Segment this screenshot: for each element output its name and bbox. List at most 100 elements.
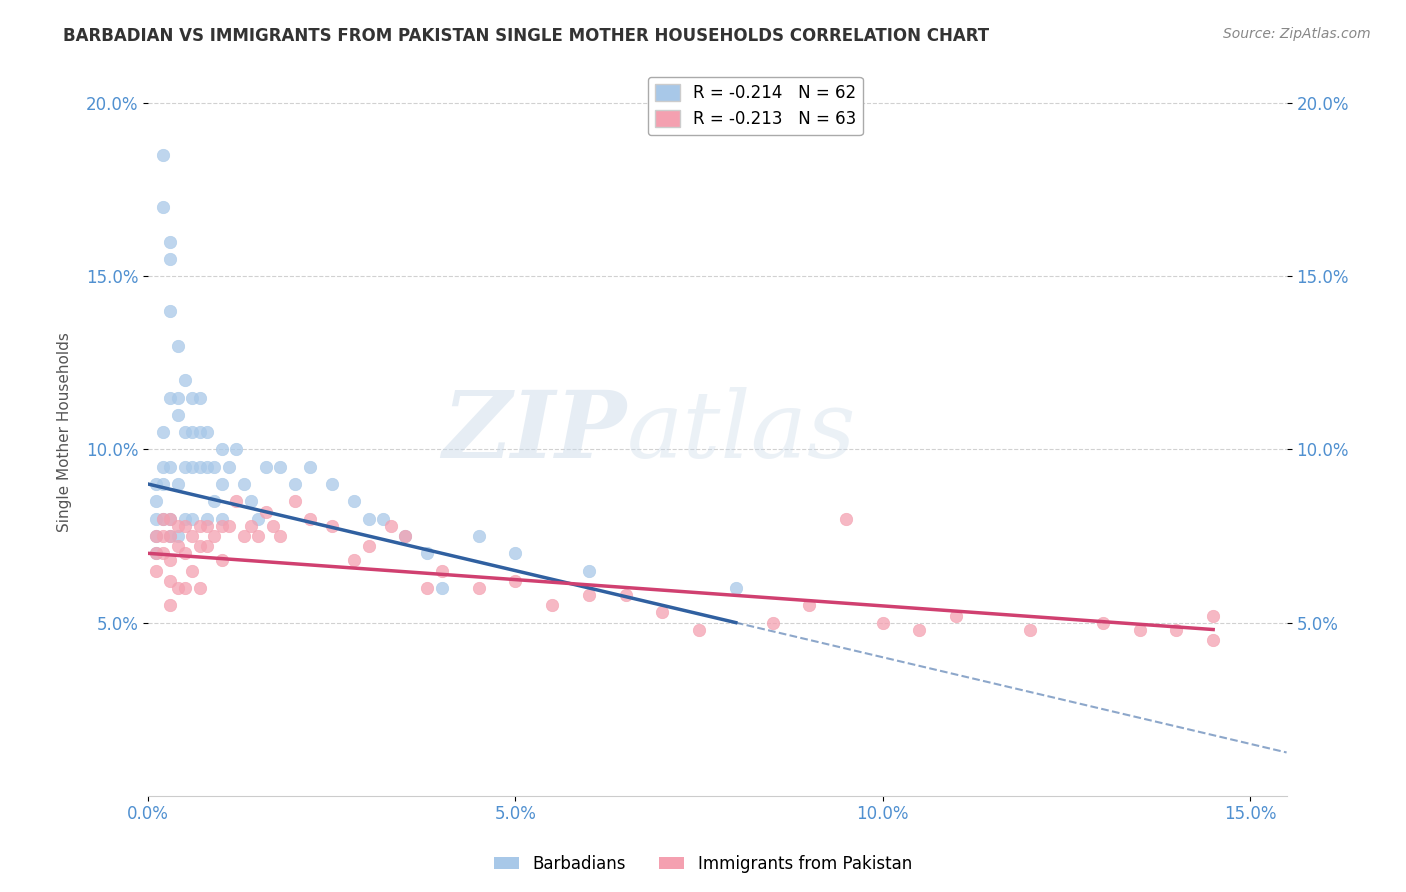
Point xyxy=(430,581,453,595)
Point xyxy=(232,477,254,491)
Point xyxy=(145,529,167,543)
Point xyxy=(188,581,211,595)
Text: atlas: atlas xyxy=(627,387,856,477)
Point xyxy=(394,529,416,543)
Point xyxy=(195,512,218,526)
Point xyxy=(908,623,931,637)
Point xyxy=(181,391,204,405)
Point xyxy=(166,529,188,543)
Point xyxy=(174,546,197,560)
Point xyxy=(195,425,218,439)
Point xyxy=(225,442,247,457)
Point xyxy=(225,494,247,508)
Point xyxy=(284,477,307,491)
Point xyxy=(1129,623,1152,637)
Point xyxy=(159,304,181,318)
Point xyxy=(152,512,174,526)
Point xyxy=(159,529,181,543)
Point xyxy=(152,477,174,491)
Point xyxy=(269,529,291,543)
Point xyxy=(380,518,402,533)
Point xyxy=(373,512,395,526)
Point xyxy=(343,494,366,508)
Point xyxy=(152,425,174,439)
Point xyxy=(416,581,439,595)
Point xyxy=(152,200,174,214)
Point xyxy=(343,553,366,567)
Point xyxy=(159,235,181,249)
Point xyxy=(159,512,181,526)
Point xyxy=(159,391,181,405)
Point xyxy=(298,459,321,474)
Point xyxy=(1018,623,1040,637)
Point xyxy=(394,529,416,543)
Point xyxy=(145,546,167,560)
Point xyxy=(145,546,167,560)
Point xyxy=(188,391,211,405)
Point xyxy=(211,512,233,526)
Point xyxy=(247,512,270,526)
Y-axis label: Single Mother Households: Single Mother Households xyxy=(58,332,72,532)
Point xyxy=(159,553,181,567)
Point xyxy=(166,540,188,554)
Point xyxy=(202,494,225,508)
Point xyxy=(211,477,233,491)
Point xyxy=(211,518,233,533)
Point xyxy=(357,540,380,554)
Point xyxy=(159,574,181,588)
Point xyxy=(166,338,188,352)
Point xyxy=(152,546,174,560)
Point xyxy=(357,512,380,526)
Point xyxy=(298,512,321,526)
Point xyxy=(166,391,188,405)
Point xyxy=(145,529,167,543)
Point xyxy=(468,529,491,543)
Point xyxy=(152,512,174,526)
Point xyxy=(284,494,307,508)
Point xyxy=(181,564,204,578)
Point xyxy=(247,529,270,543)
Point xyxy=(262,518,284,533)
Point xyxy=(174,373,197,387)
Point xyxy=(166,581,188,595)
Point xyxy=(159,529,181,543)
Point xyxy=(174,512,197,526)
Point xyxy=(1202,608,1225,623)
Point xyxy=(578,564,600,578)
Point xyxy=(240,518,263,533)
Point xyxy=(724,581,747,595)
Point xyxy=(505,546,527,560)
Point xyxy=(202,529,225,543)
Point xyxy=(195,459,218,474)
Text: BARBADIAN VS IMMIGRANTS FROM PAKISTAN SINGLE MOTHER HOUSEHOLDS CORRELATION CHART: BARBADIAN VS IMMIGRANTS FROM PAKISTAN SI… xyxy=(63,27,990,45)
Point xyxy=(152,459,174,474)
Point xyxy=(181,459,204,474)
Point xyxy=(174,518,197,533)
Point xyxy=(232,529,254,543)
Point xyxy=(202,459,225,474)
Point xyxy=(651,605,673,619)
Point xyxy=(688,623,710,637)
Point xyxy=(181,512,204,526)
Point xyxy=(321,477,343,491)
Point xyxy=(240,494,263,508)
Point xyxy=(872,615,894,630)
Point xyxy=(799,599,821,613)
Point xyxy=(218,459,240,474)
Point xyxy=(159,459,181,474)
Point xyxy=(468,581,491,595)
Point xyxy=(188,518,211,533)
Point xyxy=(188,459,211,474)
Point xyxy=(541,599,564,613)
Point xyxy=(505,574,527,588)
Point xyxy=(195,518,218,533)
Point xyxy=(1091,615,1114,630)
Point xyxy=(254,459,277,474)
Point xyxy=(174,581,197,595)
Point xyxy=(211,553,233,567)
Point xyxy=(152,529,174,543)
Point xyxy=(166,477,188,491)
Point xyxy=(174,459,197,474)
Legend: Barbadians, Immigrants from Pakistan: Barbadians, Immigrants from Pakistan xyxy=(488,848,918,880)
Point xyxy=(166,408,188,422)
